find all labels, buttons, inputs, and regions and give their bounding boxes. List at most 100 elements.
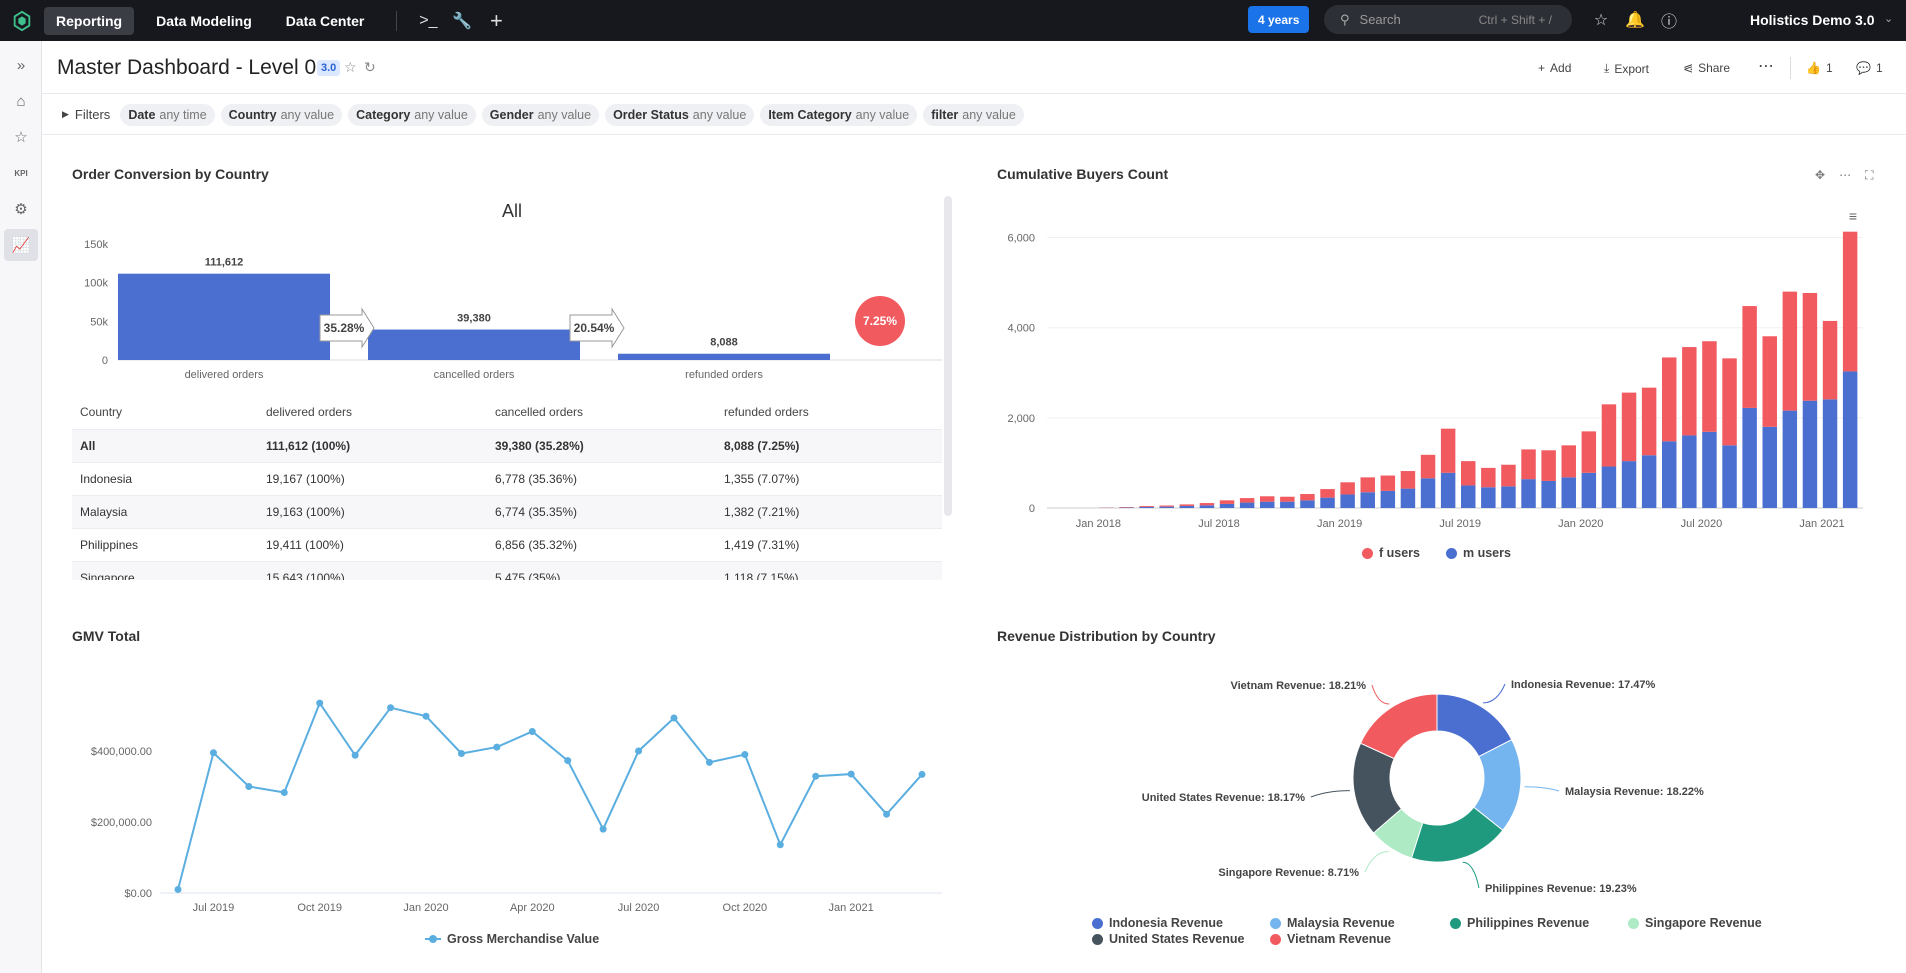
search-shortcut: Ctrl + Shift + / [1478, 12, 1552, 27]
legend-item-indonesia[interactable]: Indonesia Revenue [1092, 916, 1223, 930]
home-icon[interactable]: ⌂ [16, 92, 26, 110]
move-icon[interactable]: ✥ [1815, 168, 1826, 182]
cumulative-buyers-title: Cumulative Buyers Count [997, 166, 1169, 182]
expand-sidebar-icon[interactable]: » [16, 56, 26, 74]
plus-icon: + [1538, 61, 1546, 75]
legend-swatch [1446, 547, 1457, 559]
bar-f-users [1300, 494, 1315, 501]
bar-m-users [1782, 410, 1798, 508]
account-name[interactable]: Holistics Demo 3.0 [1750, 12, 1875, 28]
data-point [776, 841, 784, 849]
bar-f-users [1581, 431, 1597, 473]
filter-chip-category[interactable]: Category any value [348, 103, 476, 126]
star-icon[interactable]: ☆ [1593, 12, 1609, 29]
legend-item-gmv[interactable]: Gross Merchandise Value [425, 932, 599, 946]
holistics-logo-icon[interactable] [11, 10, 33, 32]
wrench-icon[interactable]: 🔧 [452, 12, 473, 30]
filter-chip-date[interactable]: Date any time [120, 103, 215, 126]
table-row: All 111,612 (100%) 39,380 (35.28%) 8,088… [72, 429, 942, 463]
legend-item-f-users[interactable]: f users [1362, 546, 1420, 560]
table-cell: 19,167 (100%) [258, 462, 487, 496]
terminal-icon[interactable]: >_ [419, 11, 438, 29]
tab-reporting[interactable]: Reporting [44, 6, 135, 35]
filter-chip-item-category[interactable]: Item Category any value [760, 103, 918, 126]
filter-chip-filter[interactable]: filter any value [923, 103, 1024, 126]
tab-data-modeling[interactable]: Data Modeling [156, 12, 252, 29]
legend-swatch [1362, 547, 1373, 559]
more-options-icon[interactable]: ⋯ [1839, 168, 1852, 182]
data-point [741, 751, 749, 759]
legend-item-united-states[interactable]: United States Revenue [1092, 932, 1244, 946]
share-button[interactable]: ⪗ Share [1683, 61, 1731, 75]
bar-f-users [1179, 504, 1195, 506]
legend-item-philippines[interactable]: Philippines Revenue [1450, 916, 1589, 930]
slice-label: Indonesia Revenue: 17.47% [1511, 679, 1655, 691]
help-icon[interactable]: ⓘ [1660, 14, 1677, 31]
legend-item-m-users[interactable]: m users [1446, 546, 1511, 560]
table-header[interactable]: refunded orders [716, 396, 942, 430]
y-tick-label: 6,000 [1007, 233, 1035, 245]
tab-data-center[interactable]: Data Center [285, 12, 365, 29]
donut-slice [1359, 693, 1438, 760]
bar-f-users [1320, 489, 1335, 498]
environment-badge[interactable]: 4 years [1248, 6, 1310, 33]
search-input[interactable]: ⚲ Search Ctrl + Shift + / [1324, 5, 1572, 34]
bar [618, 353, 830, 360]
chevron-down-icon[interactable]: ⌄ [1884, 13, 1894, 25]
leader-line [1462, 861, 1480, 889]
search-icon: ⚲ [1340, 11, 1350, 27]
y-tick-label: 0 [1029, 503, 1035, 515]
revenue-distribution-title: Revenue Distribution by Country [997, 628, 1216, 644]
bar-f-users [1481, 467, 1496, 488]
bar-f-users [1541, 450, 1556, 481]
table-header[interactable]: delivered orders [258, 396, 487, 430]
conversion-arrow [569, 307, 625, 349]
table-header[interactable]: Country [72, 396, 258, 430]
widget-scrollbar[interactable] [944, 196, 952, 516]
kpi-icon[interactable]: KPI [14, 168, 28, 178]
favorite-star-icon[interactable]: ☆ [344, 59, 357, 75]
bar-f-users [1782, 291, 1798, 411]
filters-toggle[interactable]: ▶ Filters [62, 107, 111, 122]
bar-m-users [1440, 472, 1456, 508]
version-badge: 3.0 [317, 60, 341, 76]
table-cell: 8,088 (7.25%) [716, 429, 942, 463]
datasets-icon[interactable]: ⚙ [14, 201, 28, 218]
bar-m-users [1400, 488, 1416, 508]
order-conversion-funnel-chart: All 0 50k 100k 150k 111,612 delivered orders 39… [84, 201, 942, 381]
bar-m-users [1159, 506, 1174, 508]
add-button[interactable]: + Add [1538, 61, 1572, 75]
top-navbar: Reporting Data Modeling Data Center >_ 🔧… [0, 0, 1906, 41]
dashboards-icon[interactable]: 📈 [4, 229, 38, 261]
topbar-actions: ☆ 🔔 ⓘ [1584, 5, 1686, 35]
slice-label: Vietnam Revenue: 18.21% [1230, 680, 1366, 692]
refresh-icon[interactable]: ↻ [364, 59, 376, 75]
export-button[interactable]: ⤓ Export [1604, 61, 1649, 76]
bar-f-users [1260, 496, 1275, 502]
x-tick-label: Jan 2018 [1076, 518, 1121, 530]
filter-chip-order-status[interactable]: Order Status any value [605, 103, 755, 126]
plus-icon[interactable]: + [489, 7, 503, 33]
comments-button[interactable]: 💬 1 [1856, 61, 1883, 75]
like-button[interactable]: 👍 1 [1806, 61, 1833, 75]
dashboard-header: Master Dashboard - Level 0 3.0 ☆ ↻ + Add … [42, 41, 1906, 94]
fullscreen-icon[interactable]: ⛶ [1865, 168, 1874, 182]
gmv-total-title: GMV Total [72, 628, 141, 644]
filter-chip-gender[interactable]: Gender any value [481, 103, 600, 126]
table-header[interactable]: cancelled orders [487, 396, 716, 430]
filter-chip-country[interactable]: Country any value [220, 103, 343, 126]
data-point [422, 712, 430, 720]
bar-m-users [1300, 500, 1315, 508]
more-options-icon[interactable]: ⋯ [1758, 58, 1774, 75]
favorites-star-icon[interactable]: ☆ [14, 129, 28, 146]
filter-bar: ▶ Filters Date any time Country any value C… [42, 95, 1906, 135]
data-point [705, 758, 713, 766]
x-tick-label: Jul 2019 [1439, 518, 1481, 530]
page-title: Master Dashboard - Level 0 [57, 56, 317, 79]
legend-item-vietnam[interactable]: Vietnam Revenue [1270, 932, 1391, 946]
legend-item-singapore[interactable]: Singapore Revenue [1628, 916, 1762, 930]
legend-item-malaysia[interactable]: Malaysia Revenue [1270, 916, 1395, 930]
table-cell: Malaysia [72, 495, 258, 529]
bell-icon[interactable]: 🔔 [1625, 12, 1645, 29]
gmv-line-chart: $0.00 $200,000.00 $400,000.00 Jul 2019 Oct 2… [91, 699, 942, 914]
